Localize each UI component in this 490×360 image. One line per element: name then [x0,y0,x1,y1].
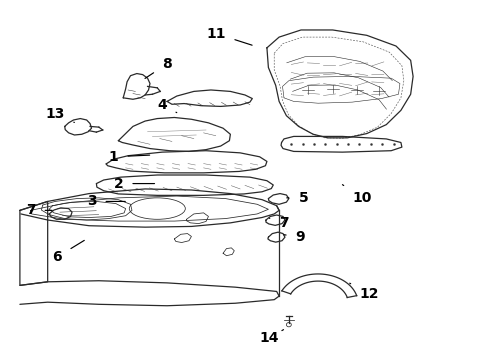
Text: 11: 11 [206,27,252,45]
Text: 9: 9 [284,230,305,244]
Text: 10: 10 [343,185,371,205]
Text: 2: 2 [114,176,154,190]
Text: 3: 3 [87,194,125,208]
Text: 12: 12 [350,283,379,301]
Text: 7: 7 [270,216,289,230]
Text: 1: 1 [109,150,149,164]
Text: 14: 14 [260,330,284,345]
Text: 6: 6 [52,240,84,264]
Text: 7: 7 [26,203,52,217]
Text: 8: 8 [145,57,172,78]
Text: 4: 4 [157,98,177,113]
Text: 13: 13 [45,107,74,122]
Text: 5: 5 [287,191,308,205]
